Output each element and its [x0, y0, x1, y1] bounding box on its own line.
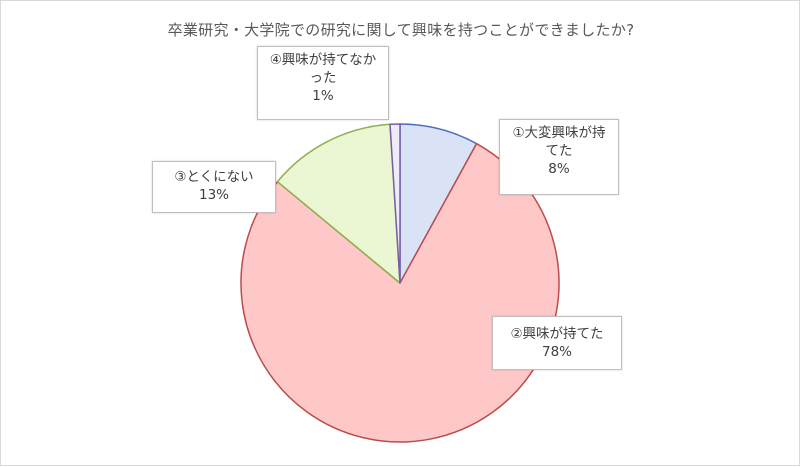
- slice-4-name: ④興味が持てなかった: [269, 52, 377, 86]
- slice-3-percent: 13%: [198, 187, 229, 203]
- data-label-slice-1: ①大変興味が持てた 8%: [499, 119, 619, 195]
- data-label-slice-4: ④興味が持てなかった 1%: [257, 46, 389, 120]
- chart-title: 卒業研究・大学院での研究に関して興味を持つことができましたか?: [167, 21, 635, 39]
- slice-3-name: ③とくにない: [174, 169, 254, 185]
- data-label-slice-2: ②興味が持てた 78%: [492, 316, 622, 370]
- pie-slice-3: [276, 123, 401, 284]
- slice-4-percent: 1%: [312, 88, 334, 104]
- pie-slice-2: [240, 142, 560, 443]
- data-label-slice-3: ③とくにない 13%: [152, 161, 276, 213]
- slice-1-percent: 8%: [548, 161, 570, 177]
- pie-slice-4: [389, 123, 401, 284]
- slice-1-name: ①大変興味が持てた: [512, 125, 606, 159]
- slice-2-percent: 78%: [541, 344, 572, 360]
- slice-2-name: ②興味が持てた: [510, 326, 604, 342]
